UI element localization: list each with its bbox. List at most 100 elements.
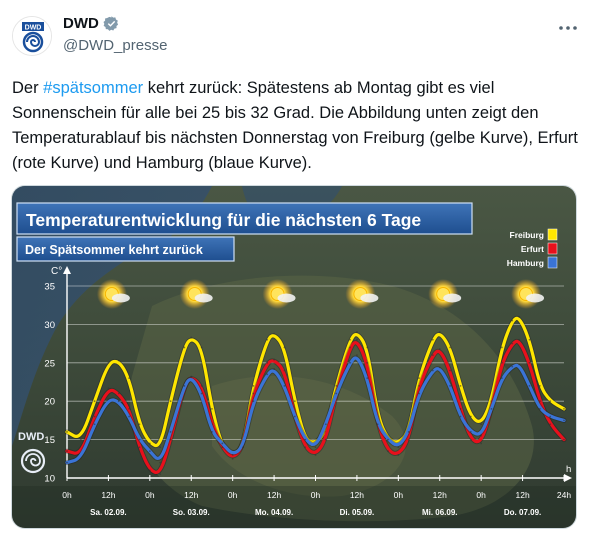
verified-badge-icon bbox=[103, 16, 118, 31]
data-point bbox=[190, 336, 193, 339]
y-tick-label: 30 bbox=[44, 320, 55, 331]
data-point bbox=[79, 438, 82, 441]
x-tick-label: 0h bbox=[145, 490, 155, 500]
author-name-row[interactable]: DWD bbox=[63, 15, 120, 32]
data-point bbox=[366, 361, 369, 364]
data-point bbox=[356, 354, 358, 357]
x-axis-arrow bbox=[564, 474, 572, 482]
y-tick-label: 10 bbox=[44, 474, 55, 485]
cloud-icon bbox=[360, 293, 379, 303]
data-point bbox=[293, 415, 296, 418]
series-line-hamburg bbox=[65, 356, 566, 465]
y-tick-label: 20 bbox=[44, 397, 55, 408]
day-label: Mi. 06.09. bbox=[422, 508, 458, 517]
data-point bbox=[314, 454, 317, 456]
data-point bbox=[518, 363, 521, 366]
cloud-icon bbox=[111, 293, 130, 303]
dwd-watermark-icon bbox=[20, 448, 46, 474]
data-point bbox=[518, 338, 521, 341]
data-point bbox=[459, 415, 462, 418]
data-point bbox=[528, 384, 531, 387]
x-tick-label: 12h bbox=[433, 490, 447, 500]
x-tick-label: 0h bbox=[476, 490, 486, 500]
cloud-icon bbox=[277, 293, 296, 303]
data-point bbox=[117, 400, 120, 403]
tweet-text-start: Der bbox=[12, 79, 44, 97]
x-tick-label: 12h bbox=[350, 490, 364, 500]
data-point bbox=[159, 473, 162, 476]
author-handle[interactable]: @DWD_presse bbox=[63, 37, 168, 54]
data-point bbox=[538, 407, 541, 410]
data-point bbox=[183, 384, 186, 387]
data-point bbox=[469, 438, 472, 441]
data-point bbox=[449, 369, 452, 372]
data-point bbox=[242, 446, 244, 449]
data-point bbox=[200, 392, 203, 395]
day-label: Do. 07.09. bbox=[504, 508, 541, 517]
data-point bbox=[211, 407, 213, 410]
data-point bbox=[190, 375, 193, 378]
data-point bbox=[500, 361, 503, 364]
data-point bbox=[418, 392, 420, 395]
x-tick-label: 12h bbox=[267, 490, 281, 500]
data-point bbox=[66, 461, 68, 464]
data-point bbox=[335, 384, 338, 387]
data-point bbox=[387, 450, 389, 453]
data-point bbox=[511, 319, 514, 322]
data-point bbox=[128, 407, 131, 410]
hashtag-link[interactable]: #spätsommer bbox=[43, 79, 144, 97]
data-point bbox=[128, 377, 131, 380]
data-point bbox=[107, 361, 110, 364]
cloud-icon bbox=[526, 293, 545, 303]
x-tick-label: 24h bbox=[557, 490, 571, 500]
data-point bbox=[138, 446, 141, 449]
temperature-chart: Temperaturentwicklung für die nächsten 6… bbox=[12, 186, 576, 528]
dwd-watermark-swirl bbox=[25, 453, 41, 467]
x-axis-unit-label: h bbox=[566, 464, 571, 475]
data-point bbox=[563, 419, 565, 422]
author-name[interactable]: DWD bbox=[63, 15, 99, 32]
day-label: So. 03.09. bbox=[173, 508, 210, 517]
data-point bbox=[304, 446, 307, 449]
tweet-image[interactable]: Temperaturentwicklung für die nächsten 6… bbox=[11, 185, 577, 529]
tweet-text-rest: kehrt zurück: Spätestens ab Montag gibt … bbox=[12, 79, 578, 172]
data-point bbox=[431, 354, 434, 357]
legend-swatch bbox=[547, 242, 558, 255]
data-point bbox=[169, 400, 172, 403]
dwd-logo-icon[interactable]: DWD bbox=[12, 16, 52, 56]
data-point bbox=[273, 368, 275, 370]
data-point bbox=[528, 361, 531, 364]
legend-swatch bbox=[547, 228, 558, 241]
y-axis-label: C° bbox=[51, 266, 62, 277]
y-tick-label: 15 bbox=[44, 435, 55, 446]
data-point bbox=[93, 423, 96, 426]
data-point bbox=[480, 423, 483, 426]
data-point bbox=[314, 446, 317, 449]
more-options-icon[interactable] bbox=[556, 18, 580, 38]
data-point bbox=[459, 384, 462, 387]
data-point bbox=[511, 342, 514, 345]
data-point bbox=[159, 461, 162, 464]
data-point bbox=[366, 346, 369, 349]
data-point bbox=[387, 438, 389, 441]
legend-label: Erfurt bbox=[521, 244, 544, 254]
y-axis-arrow bbox=[63, 266, 71, 274]
cloud-icon bbox=[194, 293, 213, 303]
data-point bbox=[283, 346, 286, 349]
data-point bbox=[538, 384, 541, 387]
data-point bbox=[169, 438, 172, 441]
data-point bbox=[335, 392, 338, 395]
data-point bbox=[138, 423, 141, 426]
data-point bbox=[480, 434, 483, 437]
data-point bbox=[283, 384, 286, 387]
y-tick-label: 35 bbox=[44, 282, 55, 293]
x-tick-label: 0h bbox=[228, 490, 238, 500]
data-point bbox=[252, 392, 255, 395]
data-point bbox=[93, 400, 96, 403]
data-point bbox=[211, 431, 213, 433]
data-point bbox=[349, 338, 351, 341]
data-point bbox=[518, 315, 521, 318]
y-tick-label: 25 bbox=[44, 358, 55, 369]
data-point bbox=[500, 377, 503, 380]
data-point bbox=[324, 438, 327, 441]
